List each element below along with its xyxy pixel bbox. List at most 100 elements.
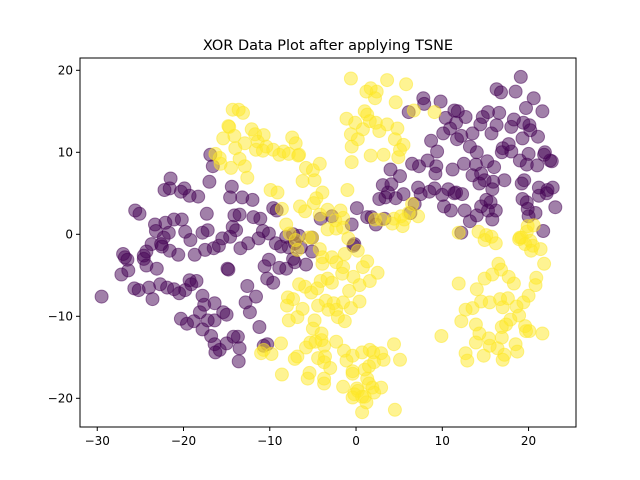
- data-point: [231, 354, 246, 369]
- data-point: [512, 230, 527, 245]
- data-point: [314, 326, 329, 341]
- data-point: [355, 405, 370, 420]
- data-point: [232, 341, 247, 356]
- data-point: [406, 103, 421, 118]
- data-point: [485, 182, 500, 197]
- data-point: [380, 73, 395, 88]
- x-tick-label: −10: [257, 434, 282, 448]
- data-point: [200, 223, 215, 238]
- data-point: [252, 320, 267, 334]
- data-point: [171, 247, 186, 262]
- data-point: [491, 256, 506, 271]
- data-point: [329, 334, 344, 349]
- data-point: [341, 231, 356, 246]
- data-point: [202, 174, 217, 189]
- data-point: [430, 144, 445, 159]
- data-point: [300, 371, 315, 386]
- data-point: [207, 337, 222, 352]
- data-point: [374, 380, 389, 395]
- data-point: [451, 225, 466, 240]
- data-point: [508, 84, 523, 99]
- data-point: [396, 187, 411, 202]
- data-point: [154, 237, 169, 252]
- data-point: [454, 314, 469, 329]
- data-point: [455, 187, 470, 202]
- data-point: [274, 336, 288, 351]
- data-point: [537, 256, 552, 271]
- plot-area-frame: [79, 57, 577, 428]
- data-point: [488, 236, 503, 251]
- data-point: [375, 178, 390, 193]
- x-tick-label: 10: [435, 434, 450, 448]
- data-point: [317, 371, 332, 386]
- data-point: [519, 101, 533, 115]
- data-point: [274, 367, 289, 382]
- data-point: [456, 156, 471, 171]
- data-point: [545, 180, 560, 195]
- y-tick-label: 20: [58, 63, 73, 77]
- data-point: [232, 207, 247, 222]
- x-tick-label: −30: [85, 434, 110, 448]
- data-point: [220, 261, 235, 276]
- data-point: [149, 261, 164, 276]
- data-point: [136, 248, 151, 263]
- data-point: [393, 352, 407, 367]
- data-point: [337, 247, 352, 261]
- y-axis: −20 −10 0 10 20: [48, 63, 80, 405]
- data-point: [233, 241, 248, 256]
- data-point: [299, 257, 313, 272]
- data-point: [537, 145, 552, 160]
- data-point: [344, 155, 359, 170]
- data-point: [420, 153, 435, 168]
- data-point: [120, 252, 135, 267]
- data-point: [468, 335, 483, 350]
- data-point: [360, 254, 375, 269]
- data-point: [270, 185, 285, 200]
- data-point: [363, 148, 378, 163]
- data-point: [287, 351, 302, 366]
- data-point: [235, 190, 250, 205]
- data-point: [336, 379, 351, 394]
- data-point: [350, 132, 365, 147]
- data-point: [333, 203, 348, 218]
- data-point: [434, 329, 449, 343]
- data-point: [293, 199, 307, 214]
- data-point: [388, 95, 403, 110]
- data-point: [494, 85, 508, 100]
- x-axis: −30 −20 −10 0 10 20: [85, 427, 536, 448]
- data-point: [306, 196, 321, 211]
- chart-title: XOR Data Plot after applying TSNE: [203, 38, 453, 54]
- data-point: [513, 69, 528, 84]
- data-point: [207, 313, 222, 328]
- data-point: [219, 307, 234, 322]
- data-point: [219, 336, 234, 351]
- data-point: [240, 279, 255, 293]
- data-point: [450, 104, 465, 119]
- data-point: [261, 252, 276, 267]
- data-point: [427, 105, 442, 120]
- data-point: [274, 201, 289, 216]
- x-tick-label: −20: [171, 434, 196, 448]
- data-point: [291, 148, 306, 163]
- data-point: [246, 210, 261, 225]
- data-point: [368, 91, 382, 106]
- data-point: [288, 136, 303, 151]
- data-point: [295, 174, 310, 188]
- data-point: [387, 337, 401, 352]
- data-point: [315, 256, 330, 271]
- data-point: [343, 71, 358, 86]
- data-point: [249, 289, 263, 304]
- data-point: [535, 104, 550, 119]
- data-point: [535, 326, 550, 341]
- data-point: [187, 247, 202, 262]
- data-point: [510, 344, 525, 359]
- data-point: [128, 203, 143, 218]
- data-point: [393, 169, 407, 184]
- data-point: [526, 218, 541, 233]
- data-point: [340, 183, 355, 197]
- data-point: [469, 282, 484, 297]
- data-point: [492, 105, 507, 120]
- data-point: [528, 278, 543, 293]
- data-point: [163, 171, 178, 186]
